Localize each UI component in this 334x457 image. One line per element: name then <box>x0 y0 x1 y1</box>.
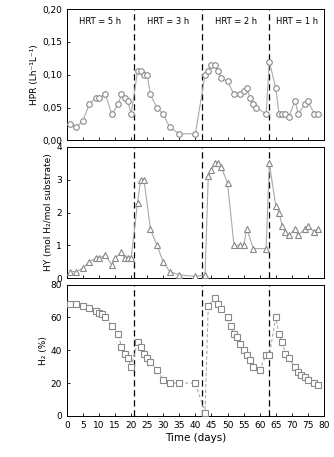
Text: HRT = 5 h: HRT = 5 h <box>79 17 122 26</box>
Y-axis label: HPR (Lh⁻¹L⁻¹): HPR (Lh⁻¹L⁻¹) <box>30 44 39 105</box>
Text: HRT = 1 h: HRT = 1 h <box>276 17 318 26</box>
Text: HRT = 3 h: HRT = 3 h <box>147 17 189 26</box>
X-axis label: Time (days): Time (days) <box>165 432 226 442</box>
Y-axis label: HY (mol H₂/mol substrate): HY (mol H₂/mol substrate) <box>44 154 53 271</box>
Text: HRT = 2 h: HRT = 2 h <box>214 17 257 26</box>
Y-axis label: H₂ (%): H₂ (%) <box>39 336 48 365</box>
